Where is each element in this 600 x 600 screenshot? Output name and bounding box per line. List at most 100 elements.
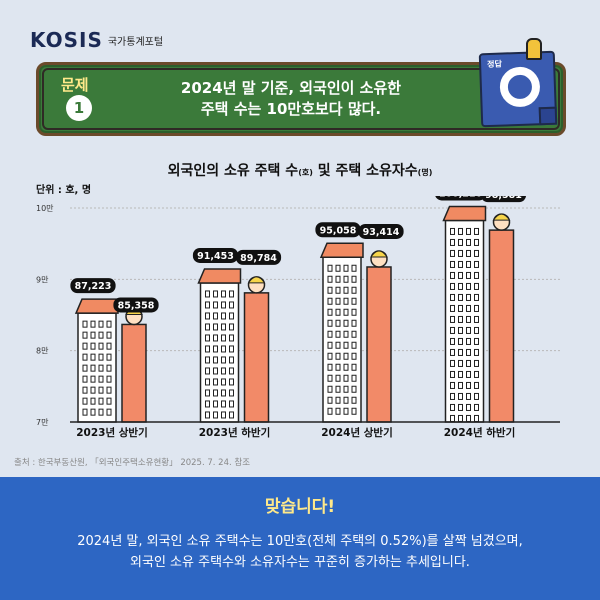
building-window [327, 352, 333, 360]
building-window [458, 381, 463, 389]
y-tick-label: 9만 [36, 275, 49, 284]
building-window [450, 359, 455, 367]
building-window [327, 308, 333, 316]
building-window [82, 386, 88, 394]
building-window [450, 381, 455, 389]
owner-bar [243, 292, 270, 423]
question-board: 문제 1 2024년 말 기준, 외국인이 소유한 주택 수는 10만호보다 많… [36, 62, 566, 136]
person-hair-icon [492, 213, 511, 221]
building-window [205, 389, 210, 397]
building-window [327, 330, 333, 338]
building-window [229, 400, 234, 408]
building-window [90, 397, 96, 405]
building-window [229, 367, 234, 375]
building-window [351, 264, 357, 272]
building-window [458, 359, 463, 367]
building-window [458, 403, 463, 411]
building-window [343, 363, 349, 371]
building-window [205, 334, 210, 342]
building-window [351, 308, 357, 316]
building-window [213, 301, 218, 309]
building-window [90, 364, 96, 372]
owner-bar [121, 323, 147, 423]
building-window [335, 330, 341, 338]
building-window [335, 407, 341, 415]
owner-value-label-bg [235, 249, 282, 265]
building-window [458, 293, 463, 301]
building-window [98, 342, 104, 350]
building-window [213, 367, 218, 375]
building-window [335, 264, 341, 272]
chart-title-houses-unit: (호) [298, 168, 313, 177]
building-window [90, 375, 96, 383]
logo-text: KOSIS [30, 28, 103, 52]
answer-panel: 맞습니다! 2024년 말, 외국인 소유 주택수는 10만호(전체 주택의 0… [0, 477, 600, 600]
building-window [90, 386, 96, 394]
building-window [98, 364, 104, 372]
building-window [466, 238, 471, 246]
building-window [205, 345, 210, 353]
building-window [98, 320, 104, 328]
building-window [458, 227, 463, 235]
building-window [474, 293, 479, 301]
building-window [335, 363, 341, 371]
building-roof [319, 242, 364, 259]
answer-circle-icon [499, 66, 541, 108]
building-window [474, 260, 479, 268]
building-window [450, 392, 455, 400]
building-window [229, 345, 234, 353]
building-window [458, 337, 463, 345]
building-window [335, 319, 341, 327]
owner-bar [488, 229, 515, 423]
building-window [458, 282, 463, 290]
building-window [458, 392, 463, 400]
building-window [221, 356, 226, 364]
building-window [343, 297, 349, 305]
board-frame [42, 68, 560, 130]
building-window [343, 286, 349, 294]
building-window [343, 330, 349, 338]
house-value-label: 91,453 [197, 251, 234, 262]
answer-label: 정답 [486, 59, 503, 70]
building-window [229, 356, 234, 364]
building-window [474, 348, 479, 356]
building-window [450, 304, 455, 312]
building-window [458, 326, 463, 334]
building-window [327, 385, 333, 393]
building-window [343, 352, 349, 360]
building-window [106, 408, 112, 416]
building-window [335, 396, 341, 404]
category-label: 2024년 하반기 [444, 426, 516, 439]
owner-value-label: 93,414 [363, 227, 400, 238]
building-window [351, 352, 357, 360]
logo-subtitle: 국가통계포털 [107, 36, 164, 48]
building-window [106, 320, 112, 328]
building-window [450, 326, 455, 334]
building-window [474, 359, 479, 367]
house-value-label-bg [70, 278, 116, 294]
binder-clip-icon [526, 38, 542, 60]
answer-line-2: 외국인 소유 주택수와 소유자수는 꾸준히 증가하는 추세입니다. [130, 555, 470, 570]
building-window [450, 370, 455, 378]
bar-chart: 7만 8만 9만 10만 87,223 85,358 2023년 상반기 91,453 89,7… [36, 196, 560, 439]
question-number: 1 [66, 95, 92, 121]
page-fold-icon [538, 106, 558, 126]
building-window [90, 320, 96, 328]
building-window [351, 385, 357, 393]
building-window [474, 370, 479, 378]
building-window [335, 275, 341, 283]
building-window [82, 331, 88, 339]
building-window [343, 385, 349, 393]
building-window [343, 264, 349, 272]
building-window [450, 271, 455, 279]
building-window [229, 378, 234, 386]
building-window [106, 364, 112, 372]
building-window [458, 315, 463, 323]
kosis-logo[interactable]: KOSIS 국가통계포털 [30, 28, 163, 52]
building-window [466, 337, 471, 345]
building-window [221, 312, 226, 320]
building-window [205, 301, 210, 309]
building-window [343, 341, 349, 349]
building-roof [197, 268, 242, 284]
building-window [474, 381, 479, 389]
